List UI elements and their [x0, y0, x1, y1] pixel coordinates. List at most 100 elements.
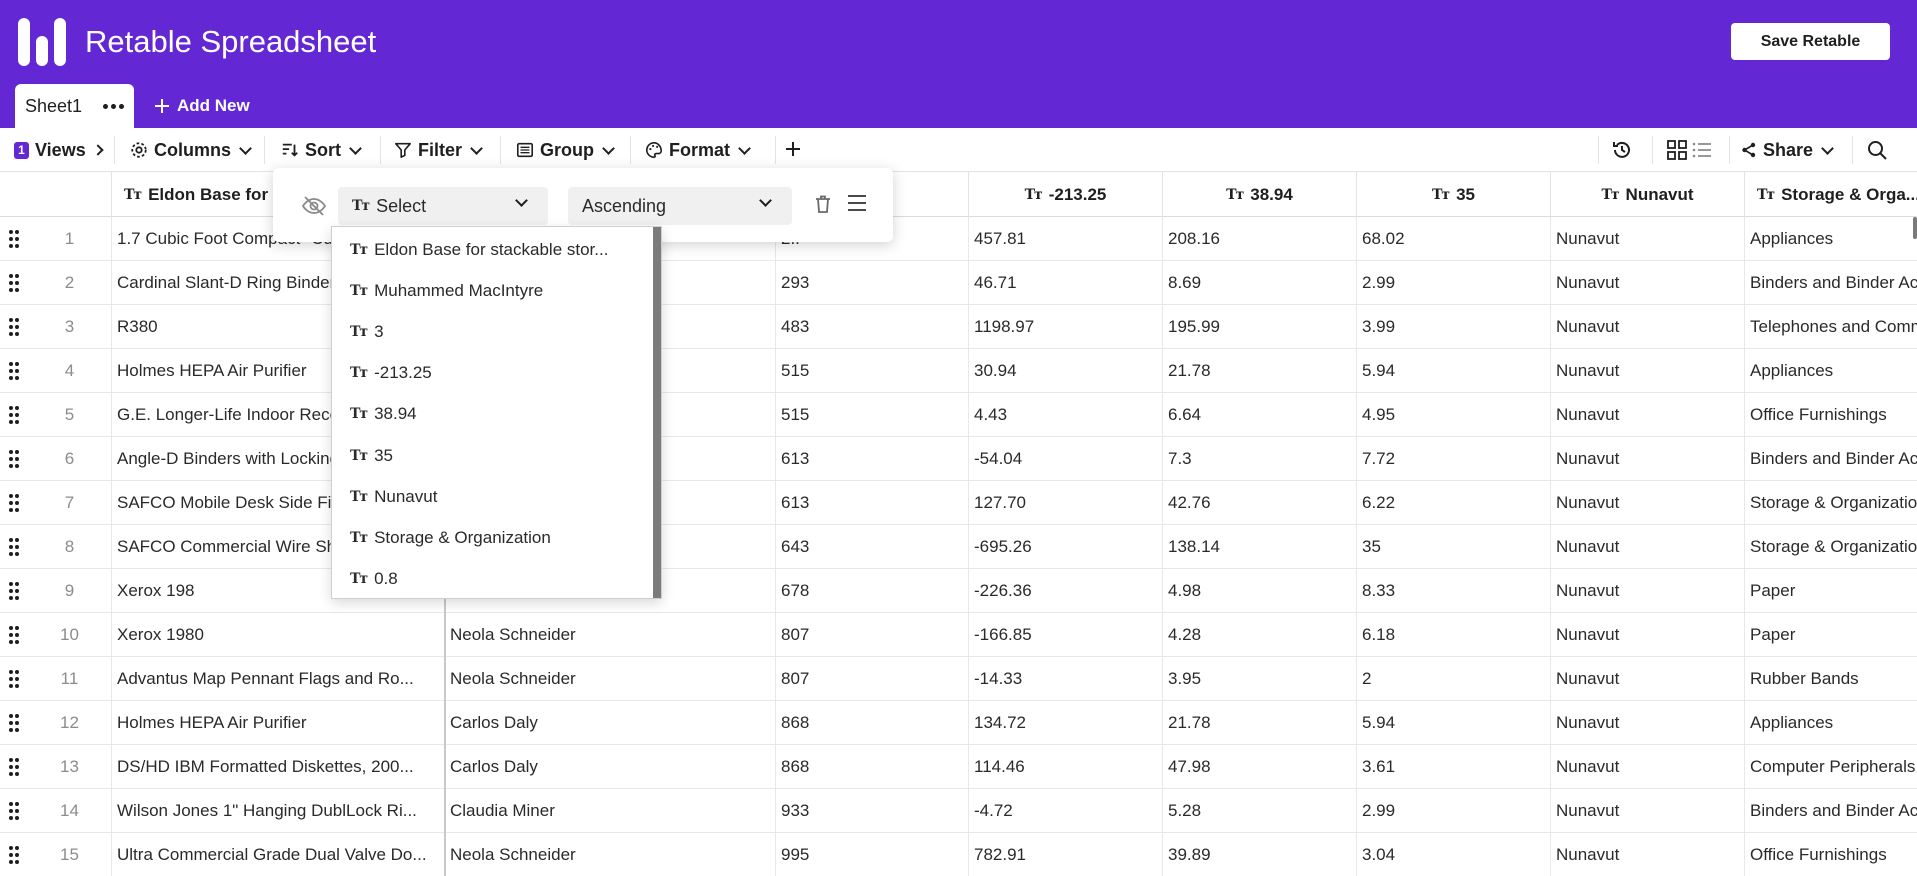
- table-cell[interactable]: [445, 305, 776, 349]
- table-cell[interactable]: 5.94: [1357, 701, 1551, 745]
- table-cell[interactable]: 7.72: [1357, 437, 1551, 481]
- table-cell[interactable]: [445, 349, 776, 393]
- table-cell[interactable]: [445, 525, 776, 569]
- table-cell[interactable]: Nunavut: [1551, 305, 1745, 349]
- format-button[interactable]: Format: [645, 128, 753, 172]
- table-cell[interactable]: 127.70: [969, 481, 1163, 525]
- table-cell[interactable]: [445, 261, 776, 305]
- table-cell[interactable]: 7.3: [1163, 437, 1357, 481]
- table-cell[interactable]: Nunavut: [1551, 437, 1745, 481]
- save-retable-button[interactable]: Save Retable: [1731, 23, 1890, 60]
- table-cell[interactable]: -4.72: [969, 789, 1163, 833]
- table-cell[interactable]: [445, 393, 776, 437]
- table-cell[interactable]: Nunavut: [1551, 613, 1745, 657]
- add-new-sheet-button[interactable]: Add New: [155, 92, 250, 120]
- table-cell[interactable]: Advantus Map Pennant Flags and Ro...: [112, 657, 445, 701]
- column-header-1[interactable]: Tт Eldon Base for: [112, 172, 445, 217]
- table-cell[interactable]: [445, 569, 776, 613]
- table-cell[interactable]: 293: [776, 261, 969, 305]
- table-cell[interactable]: -226.36: [969, 569, 1163, 613]
- list-view-button[interactable]: [1691, 128, 1713, 172]
- table-cell[interactable]: 515: [776, 393, 969, 437]
- table-cell[interactable]: Nunavut: [1551, 789, 1745, 833]
- sort-field-option[interactable]: Tт 38.94: [332, 394, 654, 435]
- table-cell[interactable]: Office Furnishings: [1750, 845, 1887, 864]
- column-header-8[interactable]: Tт Storage & Orga...: [1745, 172, 1917, 217]
- sort-field-option[interactable]: Tт Muhammed MacIntyre: [332, 270, 654, 311]
- table-cell[interactable]: 3.04: [1357, 833, 1551, 876]
- sort-button[interactable]: Sort: [281, 128, 364, 172]
- dropdown-scrollbar[interactable]: [653, 227, 661, 598]
- table-cell[interactable]: 678: [776, 569, 969, 613]
- table-cell[interactable]: 6.64: [1163, 393, 1357, 437]
- history-button[interactable]: [1611, 128, 1633, 172]
- table-row[interactable]: 13 DS/HD IBM Formatted Diskettes, 200... C…: [0, 745, 1917, 789]
- table-cell[interactable]: 6.18: [1357, 613, 1551, 657]
- table-cell[interactable]: Rubber Bands: [1750, 669, 1859, 688]
- eye-off-icon[interactable]: [301, 193, 327, 219]
- table-cell[interactable]: Claudia Miner: [445, 789, 776, 833]
- drag-handle-icon[interactable]: [9, 626, 19, 644]
- table-row[interactable]: 14 Wilson Jones 1" Hanging DublLock Ri...…: [0, 789, 1917, 833]
- drag-handle-icon[interactable]: [9, 450, 19, 468]
- table-cell[interactable]: -14.33: [969, 657, 1163, 701]
- table-cell[interactable]: Nunavut: [1551, 525, 1745, 569]
- table-cell[interactable]: 5.94: [1357, 349, 1551, 393]
- drag-handle-icon[interactable]: [9, 538, 19, 556]
- table-cell[interactable]: 3.95: [1163, 657, 1357, 701]
- sort-field-option[interactable]: Tт Storage & Organization: [332, 517, 654, 558]
- table-cell[interactable]: Binders and Binder Acc: [1750, 801, 1917, 820]
- table-cell[interactable]: 134.72: [969, 701, 1163, 745]
- table-cell[interactable]: Nunavut: [1551, 745, 1745, 789]
- table-cell[interactable]: 933: [776, 789, 969, 833]
- table-cell[interactable]: [445, 481, 776, 525]
- column-header-7[interactable]: Tт Nunavut: [1551, 172, 1745, 217]
- table-cell[interactable]: Wilson Jones 1" Hanging DublLock Ri...: [112, 789, 445, 833]
- drag-handle-icon[interactable]: [9, 758, 19, 776]
- drag-handle-icon[interactable]: [9, 670, 19, 688]
- table-row[interactable]: 9 Xerox 198 678 -226.36 4.98 8.33 Nunavut Paper: [0, 569, 1917, 613]
- table-cell[interactable]: Binders and Binder Acc: [1750, 273, 1917, 292]
- table-row[interactable]: 8 SAFCO Commercial Wire Shelv... 643 -695.2…: [0, 525, 1917, 569]
- table-cell[interactable]: 457.81: [969, 217, 1163, 261]
- table-cell[interactable]: 4.95: [1357, 393, 1551, 437]
- table-cell[interactable]: 995: [776, 833, 969, 876]
- group-button[interactable]: Group: [516, 128, 617, 172]
- drag-handle-icon[interactable]: [9, 318, 19, 336]
- table-cell[interactable]: Xerox 1980: [112, 613, 445, 657]
- table-cell[interactable]: 195.99: [1163, 305, 1357, 349]
- table-cell[interactable]: 643: [776, 525, 969, 569]
- table-cell[interactable]: 613: [776, 437, 969, 481]
- table-cell[interactable]: Nunavut: [1551, 701, 1745, 745]
- drag-handle-icon[interactable]: [9, 714, 19, 732]
- sort-field-option[interactable]: Tт 3: [332, 311, 654, 352]
- search-button[interactable]: [1866, 128, 1888, 172]
- column-header-5[interactable]: Tт 38.94: [1163, 172, 1357, 217]
- table-cell[interactable]: 782.91: [969, 833, 1163, 876]
- table-cell[interactable]: 4.98: [1163, 569, 1357, 613]
- table-row[interactable]: 6 Angle-D Binders with Locking... 613 -54.0…: [0, 437, 1917, 481]
- table-cell[interactable]: 68.02: [1357, 217, 1551, 261]
- table-row[interactable]: 2 Cardinal Slant-D Ring Binder... 293 46.71…: [0, 261, 1917, 305]
- table-cell[interactable]: 613: [776, 481, 969, 525]
- sort-field-option[interactable]: Tт -213.25: [332, 353, 654, 394]
- table-cell[interactable]: [445, 437, 776, 481]
- table-cell[interactable]: Appliances: [1750, 361, 1834, 380]
- drag-handle-icon[interactable]: [9, 802, 19, 820]
- table-cell[interactable]: Binders and Binder Acc: [1750, 449, 1917, 468]
- table-row[interactable]: 15 Ultra Commercial Grade Dual Valve Do..…: [0, 833, 1917, 876]
- table-cell[interactable]: 3.99: [1357, 305, 1551, 349]
- sort-field-select[interactable]: Tт Select: [338, 187, 548, 225]
- tab-sheet1[interactable]: Sheet1: [15, 84, 134, 128]
- table-cell[interactable]: 807: [776, 657, 969, 701]
- table-cell[interactable]: 4.43: [969, 393, 1163, 437]
- drag-handle-icon[interactable]: [9, 274, 19, 292]
- table-row[interactable]: 5 G.E. Longer-Life Indoor Rece... 515 4.43 6…: [0, 393, 1917, 437]
- table-cell[interactable]: -54.04: [969, 437, 1163, 481]
- table-row[interactable]: 4 Holmes HEPA Air Purifier 515 30.94 21.78 5.…: [0, 349, 1917, 393]
- table-cell[interactable]: 8.33: [1357, 569, 1551, 613]
- drag-handle-icon[interactable]: [9, 846, 19, 864]
- table-cell[interactable]: Nunavut: [1551, 833, 1745, 876]
- drag-handle-icon[interactable]: [9, 494, 19, 512]
- trash-icon[interactable]: [812, 193, 834, 215]
